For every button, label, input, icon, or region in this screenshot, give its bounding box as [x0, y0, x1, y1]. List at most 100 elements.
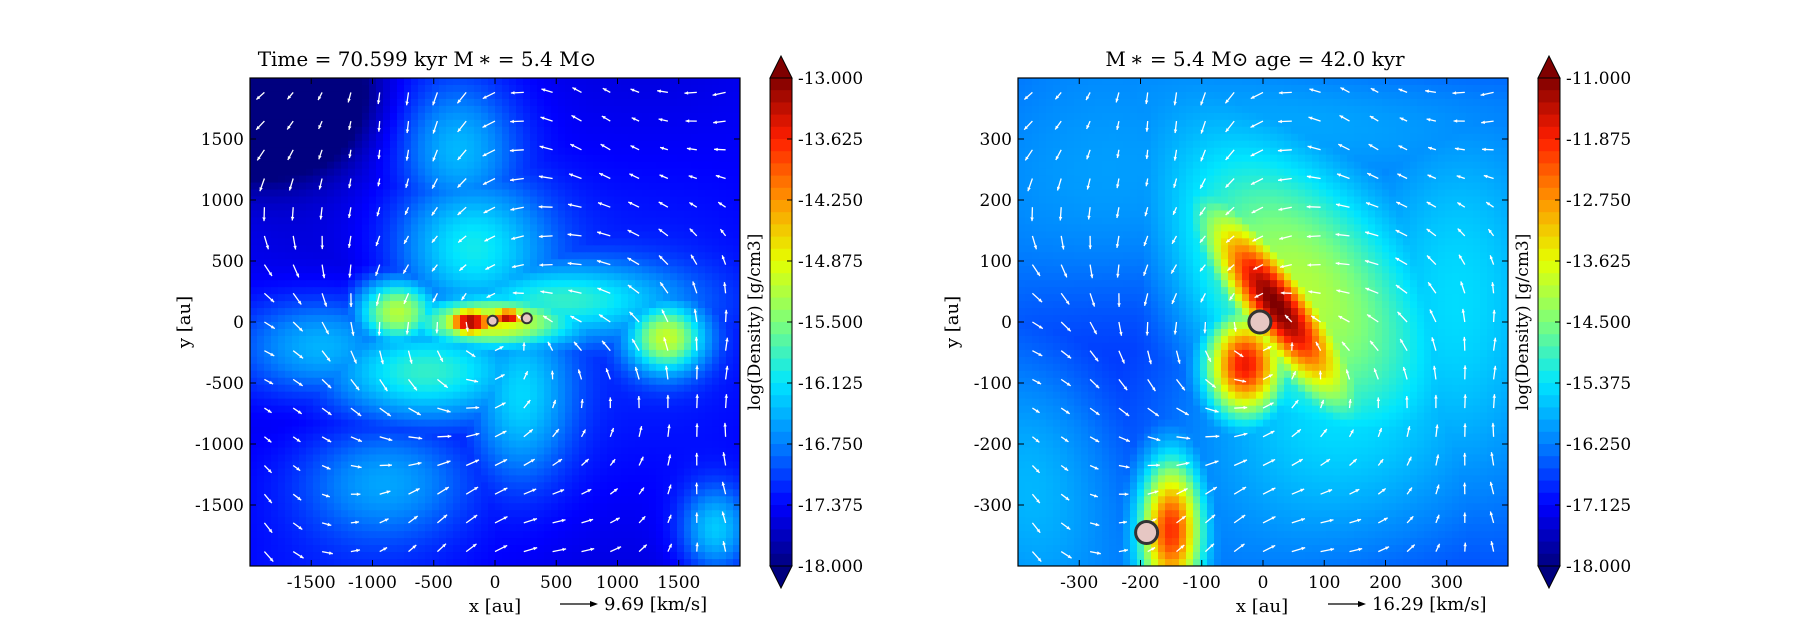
density-cell [306, 329, 314, 337]
density-cell [257, 441, 265, 449]
density-cell [432, 85, 440, 93]
density-cell [509, 496, 517, 504]
density-cell [670, 475, 678, 483]
density-cell [642, 301, 650, 309]
density-cell [425, 231, 433, 239]
density-cell [698, 322, 706, 330]
density-cell [607, 552, 615, 560]
density-cell [544, 210, 552, 218]
density-cell [453, 447, 461, 455]
density-cell [439, 141, 447, 149]
density-cell [341, 385, 349, 393]
density-cell [271, 134, 279, 142]
density-cell [537, 252, 545, 260]
density-cell [306, 294, 314, 302]
density-cell [607, 343, 615, 351]
density-cell [327, 190, 335, 198]
density-cell [621, 183, 629, 191]
density-cell [460, 392, 468, 400]
density-cell [341, 357, 349, 365]
density-cell [705, 378, 713, 386]
density-cell [544, 524, 552, 532]
density-cell [649, 517, 657, 525]
density-cell [425, 99, 433, 107]
density-cell [516, 545, 524, 553]
density-cell [460, 308, 468, 316]
density-cell [656, 538, 664, 546]
density-cell [474, 475, 482, 483]
density-cell [278, 336, 286, 344]
density-cell [537, 217, 545, 225]
density-cell [544, 301, 552, 309]
density-cell [362, 224, 370, 232]
density-cell [369, 378, 377, 386]
density-cell [502, 364, 510, 372]
density-cell [656, 420, 664, 428]
density-cell [257, 378, 265, 386]
density-cell [509, 447, 517, 455]
density-cell [313, 531, 321, 539]
density-cell [425, 203, 433, 211]
density-cell [306, 183, 314, 191]
density-cell [586, 120, 594, 128]
density-cell [495, 329, 503, 337]
density-cell [369, 399, 377, 407]
density-cell [586, 301, 594, 309]
density-cell [488, 343, 496, 351]
density-cell [621, 510, 629, 518]
density-cell [656, 517, 664, 525]
density-cell [719, 524, 727, 532]
density-cell [670, 99, 678, 107]
density-cell [278, 134, 286, 142]
density-cell [355, 238, 363, 246]
density-cell [537, 273, 545, 281]
density-cell [313, 427, 321, 435]
density-cell [558, 85, 566, 93]
density-cell [453, 545, 461, 553]
density-cell [516, 245, 524, 253]
density-cell [509, 413, 517, 421]
density-cell [628, 413, 636, 421]
density-cell [649, 322, 657, 330]
density-cell [656, 259, 664, 267]
density-cell [488, 489, 496, 497]
density-cell [390, 503, 398, 511]
density-cell [376, 510, 384, 518]
density-cell [495, 308, 503, 316]
density-cell [530, 127, 538, 135]
density-cell [390, 315, 398, 323]
density-cell [537, 461, 545, 469]
density-cell [341, 162, 349, 170]
density-cell [481, 371, 489, 379]
density-cell [656, 273, 664, 281]
density-cell [579, 308, 587, 316]
density-cell [516, 489, 524, 497]
density-cell [313, 510, 321, 518]
density-cell [712, 461, 720, 469]
density-cell [257, 427, 265, 435]
density-cell [362, 266, 370, 274]
density-cell [698, 120, 706, 128]
density-cell [432, 273, 440, 281]
density-cell [544, 155, 552, 163]
density-cell [607, 301, 615, 309]
density-cell [565, 120, 573, 128]
density-cell [362, 475, 370, 483]
density-cell [376, 385, 384, 393]
density-cell [656, 210, 664, 218]
density-cell [285, 294, 293, 302]
density-cell [383, 197, 391, 205]
density-cell [299, 162, 307, 170]
density-cell [642, 336, 650, 344]
density-cell [320, 420, 328, 428]
density-cell [509, 238, 517, 246]
density-cell [418, 503, 426, 511]
density-cell [593, 210, 601, 218]
density-cell [446, 301, 454, 309]
density-cell [369, 329, 377, 337]
density-cell [579, 155, 587, 163]
density-cell [285, 141, 293, 149]
density-cell [278, 468, 286, 476]
density-cell [530, 176, 538, 184]
density-cell [495, 531, 503, 539]
